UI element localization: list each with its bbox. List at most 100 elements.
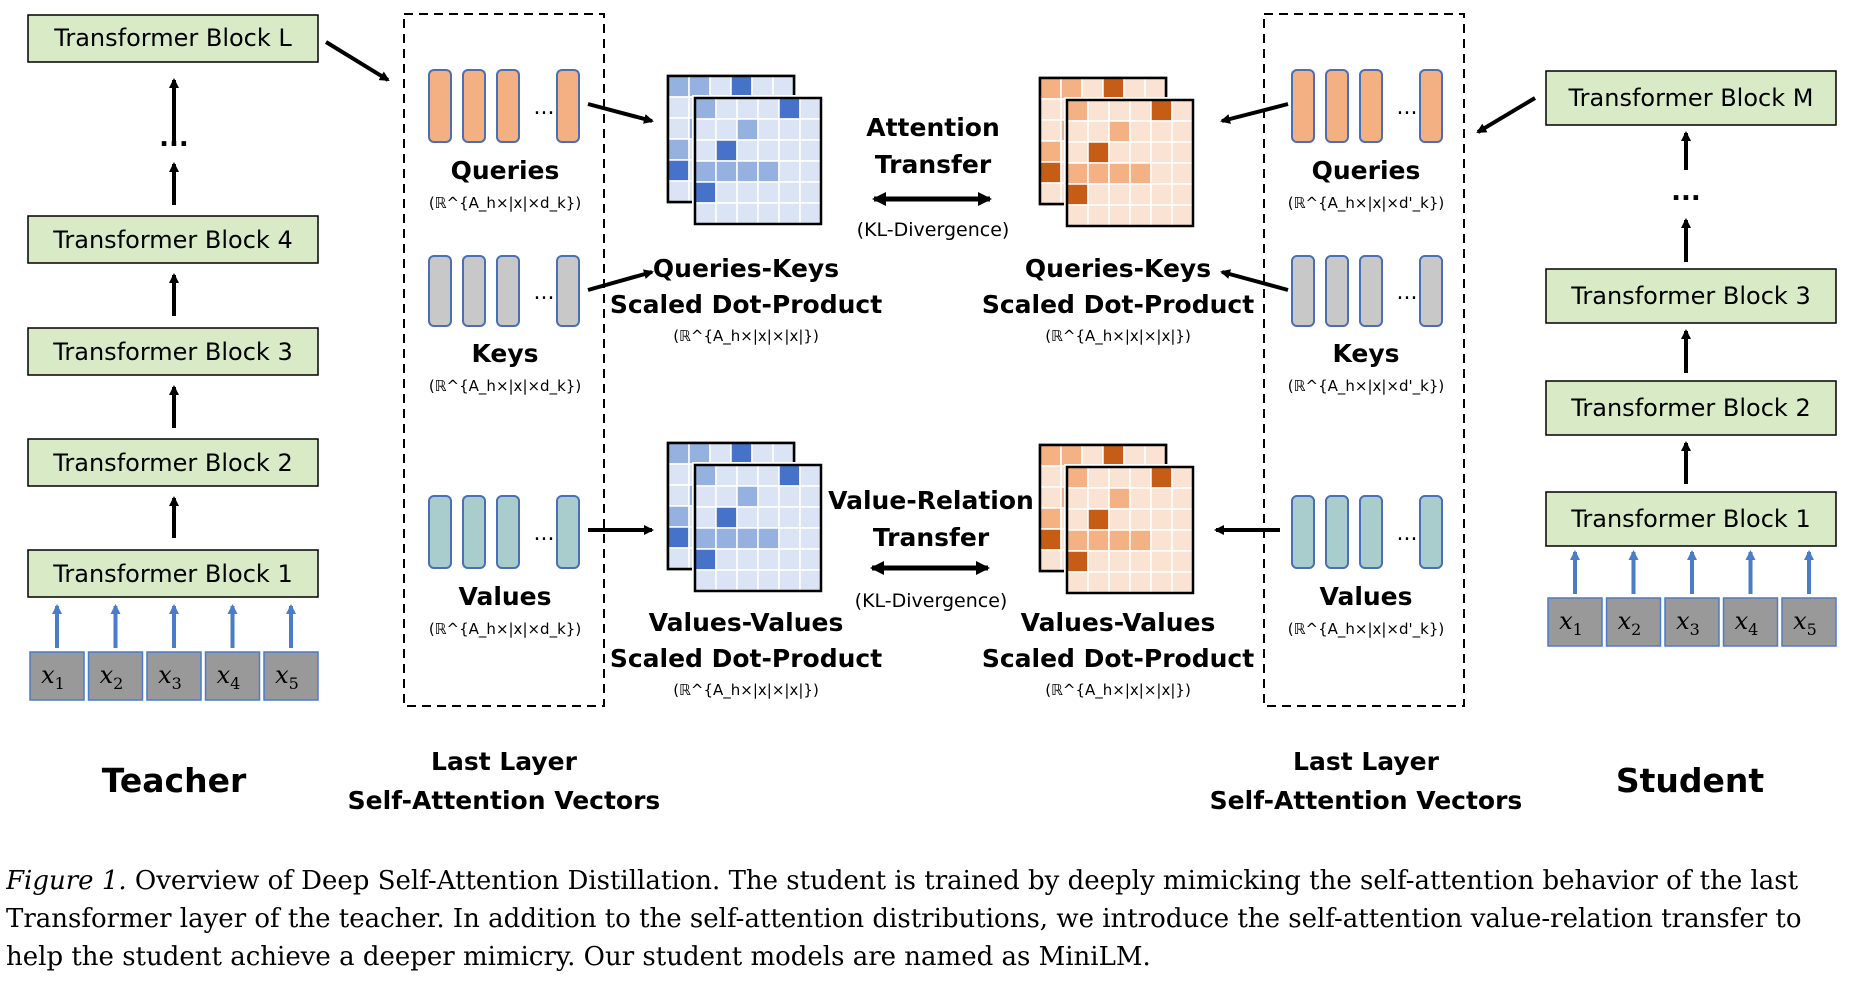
matrix-cell [688, 442, 711, 465]
matrix-cell [1060, 444, 1083, 467]
matrix-cell [1066, 508, 1089, 531]
teacher-keys-label: Keys [471, 339, 538, 368]
attention-transfer-label-1: Attention [866, 113, 1000, 142]
matrix-cell [1102, 444, 1125, 467]
vector-bar [496, 255, 520, 327]
matrix-cell [778, 139, 801, 162]
svg-text:Transformer Block 2: Transformer Block 2 [52, 449, 292, 477]
vector-bar [1291, 69, 1315, 143]
matrix-cell [757, 118, 780, 141]
teacher-values-dim: (ℝ^{A_h×|x|×d_k}) [429, 620, 581, 639]
matrix-cell [1087, 162, 1110, 185]
student-queries-dim: (ℝ^{A_h×|x|×d'_k}) [1288, 194, 1444, 213]
caption-line-2: Transformer layer of the teacher. In add… [6, 904, 1802, 934]
matrix-cell [667, 75, 690, 98]
matrix-cell [715, 160, 738, 183]
matrix-cell [1144, 77, 1167, 100]
matrix-cell [1150, 487, 1173, 510]
matrix-cell [667, 505, 690, 528]
matrix-cell [799, 485, 822, 508]
teacher-vv-matrix [666, 441, 824, 594]
matrix-cell [1123, 77, 1146, 100]
student-vv-label-1: Values-Values [1021, 608, 1216, 637]
vector-bar [428, 495, 452, 569]
matrix-cell [736, 506, 759, 529]
teacher-label: Teacher [102, 761, 247, 800]
input-token: x2 [87, 604, 144, 701]
vector-bar [556, 255, 580, 327]
vector-bar [1325, 255, 1349, 327]
teacher-ellipsis: ... [159, 123, 189, 153]
matrix-cell [1081, 444, 1104, 467]
matrix-cell [736, 464, 759, 487]
student-vectors-box [1263, 13, 1465, 707]
matrix-cell [694, 202, 717, 225]
matrix-cell [694, 139, 717, 162]
matrix-cell [1150, 204, 1173, 227]
matrix-cell [778, 160, 801, 183]
matrix-cell [799, 506, 822, 529]
input-token: x4 [1722, 550, 1779, 647]
matrix-cell [1108, 571, 1131, 594]
matrix-cell [799, 97, 822, 120]
teacher-q-arrow [587, 102, 654, 124]
matrix-cell [736, 139, 759, 162]
svg-text:Transformer Block M: Transformer Block M [1568, 84, 1814, 112]
matrix-cell [1066, 204, 1089, 227]
matrix-cell [1150, 162, 1173, 185]
matrix-cell [757, 506, 780, 529]
matrix-cell [778, 464, 801, 487]
figure-caption: Figure 1. Overview of Deep Self-Attentio… [6, 862, 1856, 976]
matrix-cell [715, 527, 738, 550]
input-token: x1 [29, 604, 85, 701]
matrix-cell [799, 118, 822, 141]
teacher-values-label: Values [458, 582, 551, 611]
matrix-cell [778, 97, 801, 120]
student-block-1: Transformer Block 1 [1545, 491, 1837, 547]
vector-ellipsis: ... [1397, 95, 1418, 120]
matrix-cell [1039, 98, 1062, 121]
matrix-cell [1087, 550, 1110, 573]
matrix-cell [1066, 183, 1089, 206]
vector-bar [462, 255, 486, 327]
svg-text:Transformer Block 1: Transformer Block 1 [1570, 505, 1810, 533]
matrix-cell [757, 464, 780, 487]
matrix-cell [1087, 466, 1110, 489]
matrix-cell [736, 569, 759, 592]
matrix-cell [1171, 120, 1194, 143]
matrix-cell [1171, 466, 1194, 489]
matrix-cell [1150, 99, 1173, 122]
teacher-qk-label-2: Scaled Dot-Product [610, 290, 882, 319]
matrix-cell [667, 159, 690, 182]
teacher-vv-dim: (ℝ^{A_h×|x|×|x|}) [673, 681, 819, 700]
matrix-cell [757, 181, 780, 204]
matrix-cell [1039, 119, 1062, 142]
vector-ellipsis: ... [534, 280, 555, 305]
caption-line-3: help the student achieve a deeper mimicr… [6, 942, 1151, 972]
matrix-cell [1066, 529, 1089, 552]
vector-ellipsis: ... [1397, 521, 1418, 546]
matrix-cell [757, 202, 780, 225]
attention-transfer-label-2: Transfer [875, 150, 992, 179]
matrix-cell [1150, 508, 1173, 531]
student-key-vectors: ... [1291, 255, 1443, 327]
student-vectors-title-1: Last Layer [1293, 747, 1440, 776]
matrix-cell [1171, 508, 1194, 531]
matrix-cell [694, 160, 717, 183]
matrix-cell [1171, 571, 1194, 594]
teacher-stack: Transformer Block L ... Transformer Bloc… [27, 14, 319, 598]
matrix-cell [1039, 528, 1062, 551]
matrix-cell [1129, 550, 1152, 573]
student-inputs: x1 x2 x3 x4 x5 [1547, 550, 1837, 647]
student-qk-matrix [1038, 76, 1196, 229]
matrix-cell [1108, 487, 1131, 510]
matrix-cell [694, 118, 717, 141]
matrix-cell [1129, 508, 1152, 531]
teacher-key-vectors: ... [428, 255, 580, 327]
matrix-cell [715, 97, 738, 120]
matrix-cell [757, 485, 780, 508]
svg-text:Transformer Block 2: Transformer Block 2 [1570, 394, 1810, 422]
input-token: x3 [146, 604, 202, 701]
matrix-cell [1081, 77, 1104, 100]
matrix-cell [715, 181, 738, 204]
